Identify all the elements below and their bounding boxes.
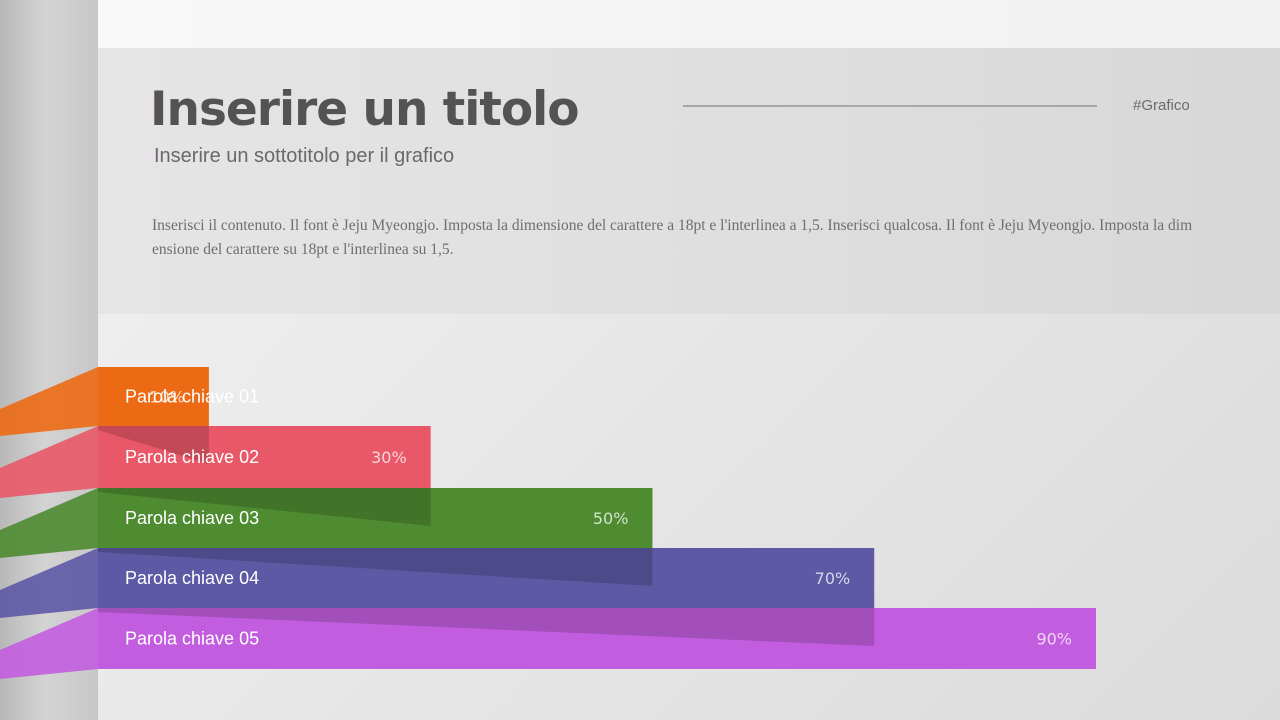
ribbon-2 [0,426,98,498]
category-label-2: Parola chiave 02 [125,447,259,467]
category-label-3: Parola chiave 03 [125,508,259,528]
category-label-5: Parola chiave 05 [125,629,259,649]
page-title: Inserire un titolo [150,82,580,137]
bar-5 [98,608,1096,669]
top-band [98,0,1280,48]
bar-shadow-4 [98,608,875,646]
bar-4 [98,548,875,608]
value-label-3: 50% [593,509,629,528]
bar-shadow-3 [98,548,653,586]
category-tag: #Grafico [1133,97,1190,114]
bar-2 [98,426,431,488]
bar-3 [98,488,653,548]
category-label-1: Parola chiave 01 [125,387,259,407]
ribbon-3 [0,488,98,558]
value-label-1: 10% [149,388,185,407]
title-divider-line [683,105,1097,107]
bar-shadow-2 [98,488,431,526]
category-label-4: Parola chiave 04 [125,568,259,588]
bar-shadow-1 [98,426,209,464]
page-subtitle: Inserire un sottotitolo per il grafico [154,145,455,167]
body-paragraph: Inserisci il contenuto. Il font è Jeju M… [152,217,1193,258]
value-label-4: 70% [815,569,851,588]
value-label-5: 90% [1036,630,1072,649]
bar-1 [98,367,209,426]
ribbon-4 [0,548,98,618]
ribbon-1 [0,367,98,436]
header-panel [98,48,1280,314]
ribbon-5 [0,608,98,679]
value-label-2: 30% [371,448,407,467]
